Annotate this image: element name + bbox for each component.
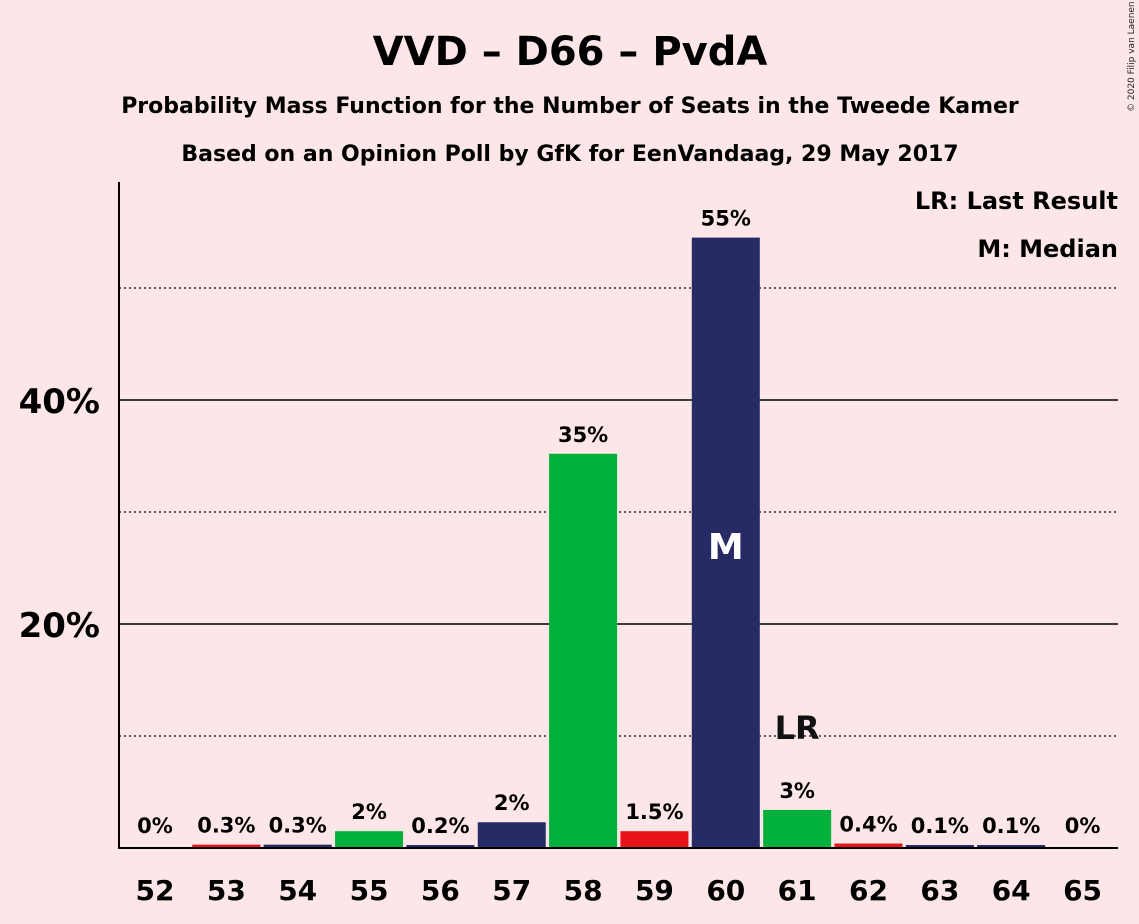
x-tick-label-56: 56 [421,874,460,907]
bar-64-sliver [977,845,1046,848]
chart-title: VVD – D66 – PvdA [373,29,768,75]
data-label-56: 0.2% [411,814,469,838]
x-tick-label-53: 53 [207,874,246,907]
x-tick-label-54: 54 [278,874,317,907]
x-tick-label-64: 64 [992,874,1031,907]
bar-56-sliver [406,845,475,848]
data-label-58: 35% [558,423,608,447]
x-tick-label-65: 65 [1063,874,1102,907]
data-label-55: 2% [351,800,387,824]
y-axis-ticks: 20% 40% [19,382,100,646]
x-axis-ticks: 52 53 54 55 56 57 58 59 60 61 62 63 64 65 [136,874,1103,907]
markers: M LR [708,527,820,747]
x-tick-label-60: 60 [706,874,745,907]
bar-60 [691,237,760,849]
bar-54-sliver [263,845,332,848]
bar-59 [620,831,689,848]
data-label-63: 0.1% [911,814,969,838]
bar-58 [549,453,618,848]
bar-61 [763,809,832,848]
data-label-60: 55% [701,207,751,231]
legend-median: M: Median [977,235,1118,263]
x-tick-label-59: 59 [635,874,674,907]
x-tick-label-52: 52 [136,874,175,907]
x-tick-label-63: 63 [920,874,959,907]
x-tick-label-55: 55 [350,874,389,907]
x-tick-label-61: 61 [778,874,817,907]
x-tick-label-62: 62 [849,874,888,907]
bar-53-sliver [192,845,261,848]
chart-subtitle-2: Based on an Opinion Poll by GfK for EenV… [181,142,958,167]
x-tick-label-57: 57 [492,874,531,907]
bar-62 [834,843,903,848]
data-label-64: 0.1% [982,814,1040,838]
x-tick-label-58: 58 [564,874,603,907]
data-label-53: 0.3% [197,814,255,838]
y-tick-label: 20% [19,606,100,646]
data-label-59: 1.5% [625,800,683,824]
data-label-57: 2% [494,791,530,815]
last-result-marker: LR [775,709,820,747]
data-label-61: 3% [779,779,815,803]
legend-last-result: LR: Last Result [915,187,1118,215]
bars: 0% 0.3% 0.3% 2% 0.2% 2% 35% 1.5% 55% 3% 0.4% 0.1% 0.… [137,207,1101,849]
chart-subtitle: Probability Mass Function for the Number… [121,94,1019,119]
gridlines [119,287,1118,737]
copyright-text: © 2020 Filip van Laenen [1127,1,1137,112]
data-label-54: 0.3% [269,814,327,838]
data-label-52: 0% [137,814,173,838]
bar-57 [477,822,546,848]
median-marker: M [708,527,744,568]
data-label-65: 0% [1065,814,1101,838]
bar-55 [335,831,404,848]
y-tick-label: 40% [19,382,100,422]
bar-63-sliver [905,845,974,848]
data-label-62: 0.4% [839,813,897,837]
